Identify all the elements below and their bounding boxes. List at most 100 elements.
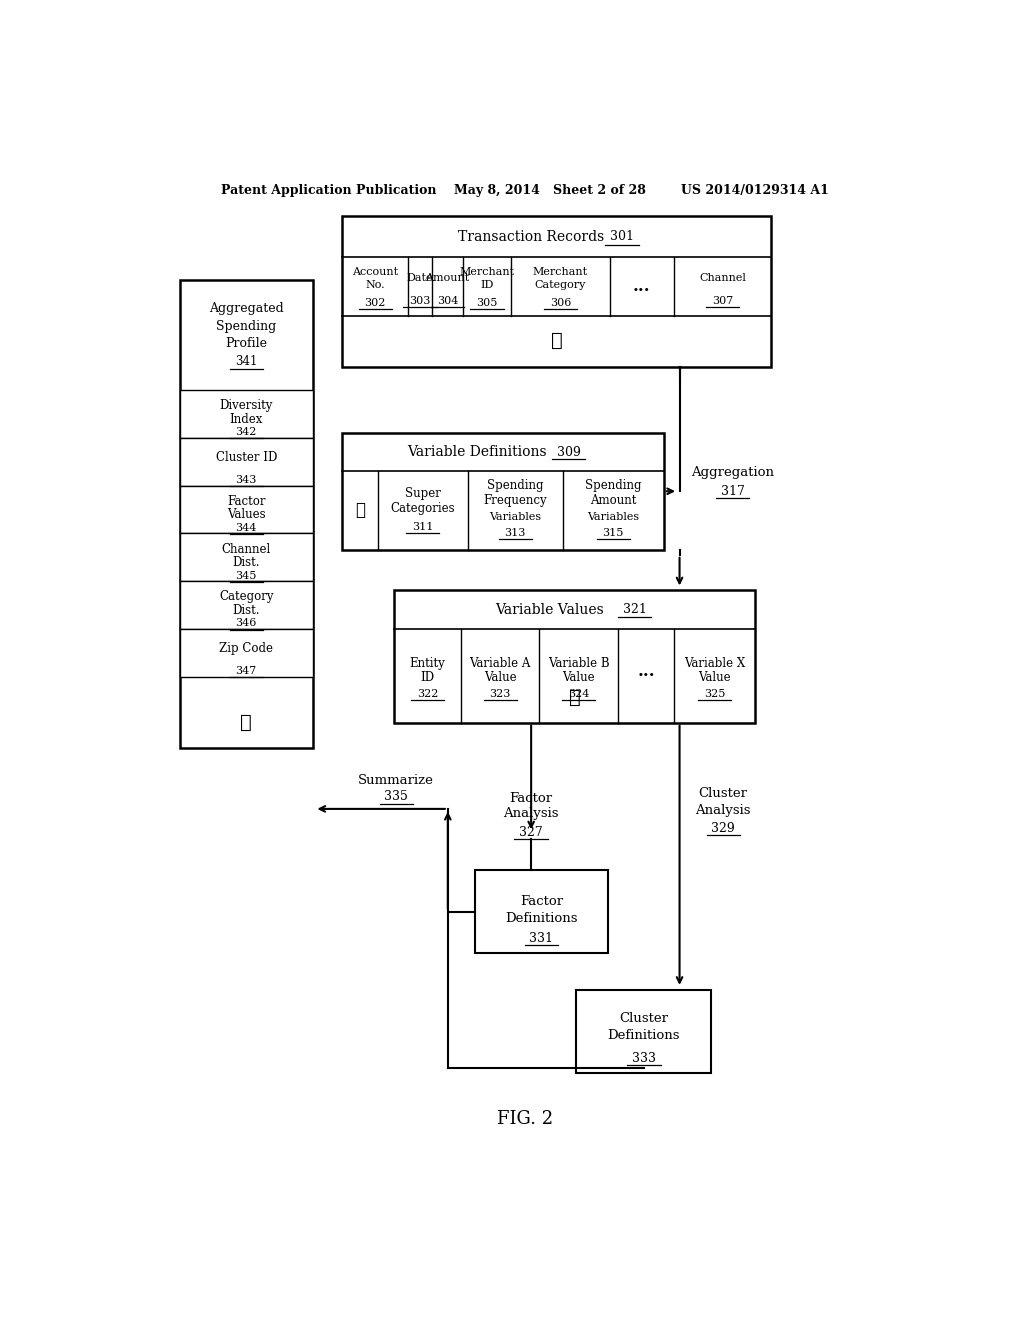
Text: Dist.: Dist. bbox=[232, 603, 260, 616]
Text: Profile: Profile bbox=[225, 337, 267, 350]
Text: 311: 311 bbox=[412, 521, 433, 532]
Bar bbox=[179, 486, 313, 533]
Text: Values: Values bbox=[227, 508, 265, 521]
Text: ⋮: ⋮ bbox=[354, 502, 365, 519]
Text: Category: Category bbox=[535, 280, 586, 290]
Text: 324: 324 bbox=[568, 689, 590, 700]
Text: 335: 335 bbox=[384, 791, 409, 803]
Bar bbox=[394, 590, 755, 722]
Text: 301: 301 bbox=[610, 230, 634, 243]
Text: 302: 302 bbox=[365, 298, 386, 308]
Text: Cluster: Cluster bbox=[698, 787, 748, 800]
Text: 325: 325 bbox=[703, 689, 725, 700]
Text: 331: 331 bbox=[529, 932, 553, 945]
Text: 317: 317 bbox=[721, 484, 744, 498]
Text: Patent Application Publication    May 8, 2014   Sheet 2 of 28        US 2014/012: Patent Application Publication May 8, 20… bbox=[221, 185, 828, 198]
Text: 345: 345 bbox=[236, 570, 257, 581]
Text: Index: Index bbox=[229, 413, 263, 425]
Bar bbox=[179, 438, 313, 486]
Text: 343: 343 bbox=[236, 475, 257, 484]
Text: 346: 346 bbox=[236, 618, 257, 628]
Text: 307: 307 bbox=[712, 296, 733, 306]
Text: Super: Super bbox=[404, 487, 440, 500]
Text: Value: Value bbox=[484, 672, 516, 684]
Text: 305: 305 bbox=[476, 298, 498, 308]
Bar bbox=[342, 433, 664, 549]
Text: ⋮: ⋮ bbox=[551, 333, 562, 350]
Text: Diversity: Diversity bbox=[219, 400, 273, 412]
Text: ID: ID bbox=[421, 672, 434, 684]
Text: Variables: Variables bbox=[587, 512, 639, 521]
Text: 347: 347 bbox=[236, 667, 257, 676]
Text: Definitions: Definitions bbox=[505, 912, 578, 925]
Text: Analysis: Analysis bbox=[695, 804, 751, 817]
Text: Amount: Amount bbox=[425, 273, 470, 284]
Bar bbox=[475, 870, 608, 953]
Text: 342: 342 bbox=[236, 428, 257, 437]
Text: Factor: Factor bbox=[510, 792, 553, 805]
Text: Channel: Channel bbox=[699, 273, 745, 284]
Text: Variables: Variables bbox=[489, 512, 542, 521]
Text: Summarize: Summarize bbox=[358, 774, 434, 787]
Text: Cluster ID: Cluster ID bbox=[216, 451, 276, 465]
Text: 344: 344 bbox=[236, 523, 257, 533]
Text: No.: No. bbox=[366, 280, 385, 290]
Text: Variable Definitions: Variable Definitions bbox=[408, 445, 547, 459]
Text: Zip Code: Zip Code bbox=[219, 643, 273, 655]
Text: Categories: Categories bbox=[390, 502, 455, 515]
Text: Channel: Channel bbox=[221, 543, 271, 556]
Text: Amount: Amount bbox=[590, 494, 637, 507]
Text: Category: Category bbox=[219, 590, 273, 603]
Text: 321: 321 bbox=[623, 603, 647, 616]
Text: Merchant: Merchant bbox=[532, 267, 588, 277]
Text: Dist.: Dist. bbox=[232, 556, 260, 569]
Text: Spending: Spending bbox=[585, 479, 642, 491]
Text: Value: Value bbox=[698, 672, 731, 684]
Bar bbox=[342, 216, 771, 367]
Text: Value: Value bbox=[562, 672, 595, 684]
Text: Variable Values: Variable Values bbox=[495, 603, 603, 616]
Text: 322: 322 bbox=[417, 689, 438, 700]
Text: 313: 313 bbox=[505, 528, 526, 539]
Bar bbox=[179, 581, 313, 630]
Text: 327: 327 bbox=[519, 826, 543, 838]
Text: ID: ID bbox=[480, 280, 494, 290]
Text: Date: Date bbox=[407, 273, 433, 284]
Text: Variable X: Variable X bbox=[684, 657, 745, 671]
Text: ⋮: ⋮ bbox=[568, 689, 581, 708]
Text: Factor: Factor bbox=[520, 895, 563, 908]
Text: 333: 333 bbox=[632, 1052, 655, 1065]
Text: Cluster: Cluster bbox=[620, 1012, 669, 1026]
Text: Transaction Records: Transaction Records bbox=[458, 230, 604, 244]
Text: Spending: Spending bbox=[487, 479, 544, 491]
Text: 304: 304 bbox=[437, 296, 458, 306]
Text: 341: 341 bbox=[236, 355, 257, 368]
Text: 315: 315 bbox=[602, 528, 624, 539]
Text: 329: 329 bbox=[712, 822, 735, 834]
Text: Factor: Factor bbox=[227, 495, 265, 508]
Text: Merchant: Merchant bbox=[460, 267, 515, 277]
Bar bbox=[179, 533, 313, 581]
Text: ...: ... bbox=[633, 279, 650, 294]
Text: FIG. 2: FIG. 2 bbox=[497, 1110, 553, 1127]
Text: Entity: Entity bbox=[410, 657, 445, 671]
Text: ...: ... bbox=[637, 663, 655, 680]
Text: Spending: Spending bbox=[216, 319, 276, 333]
Text: Aggregated: Aggregated bbox=[209, 302, 284, 315]
Text: Variable A: Variable A bbox=[470, 657, 530, 671]
Text: Definitions: Definitions bbox=[607, 1030, 680, 1043]
Text: Aggregation: Aggregation bbox=[691, 466, 774, 479]
Text: ⋮: ⋮ bbox=[241, 714, 252, 731]
Bar bbox=[179, 280, 313, 748]
Text: 303: 303 bbox=[410, 296, 431, 306]
Text: 306: 306 bbox=[550, 298, 571, 308]
Text: Frequency: Frequency bbox=[483, 494, 547, 507]
Text: Analysis: Analysis bbox=[504, 808, 559, 821]
Text: Variable B: Variable B bbox=[548, 657, 609, 671]
Bar bbox=[577, 990, 712, 1073]
Text: Account: Account bbox=[352, 267, 398, 277]
Bar bbox=[179, 391, 313, 438]
Bar bbox=[179, 630, 313, 677]
Text: 309: 309 bbox=[557, 446, 581, 458]
Text: 323: 323 bbox=[489, 689, 511, 700]
